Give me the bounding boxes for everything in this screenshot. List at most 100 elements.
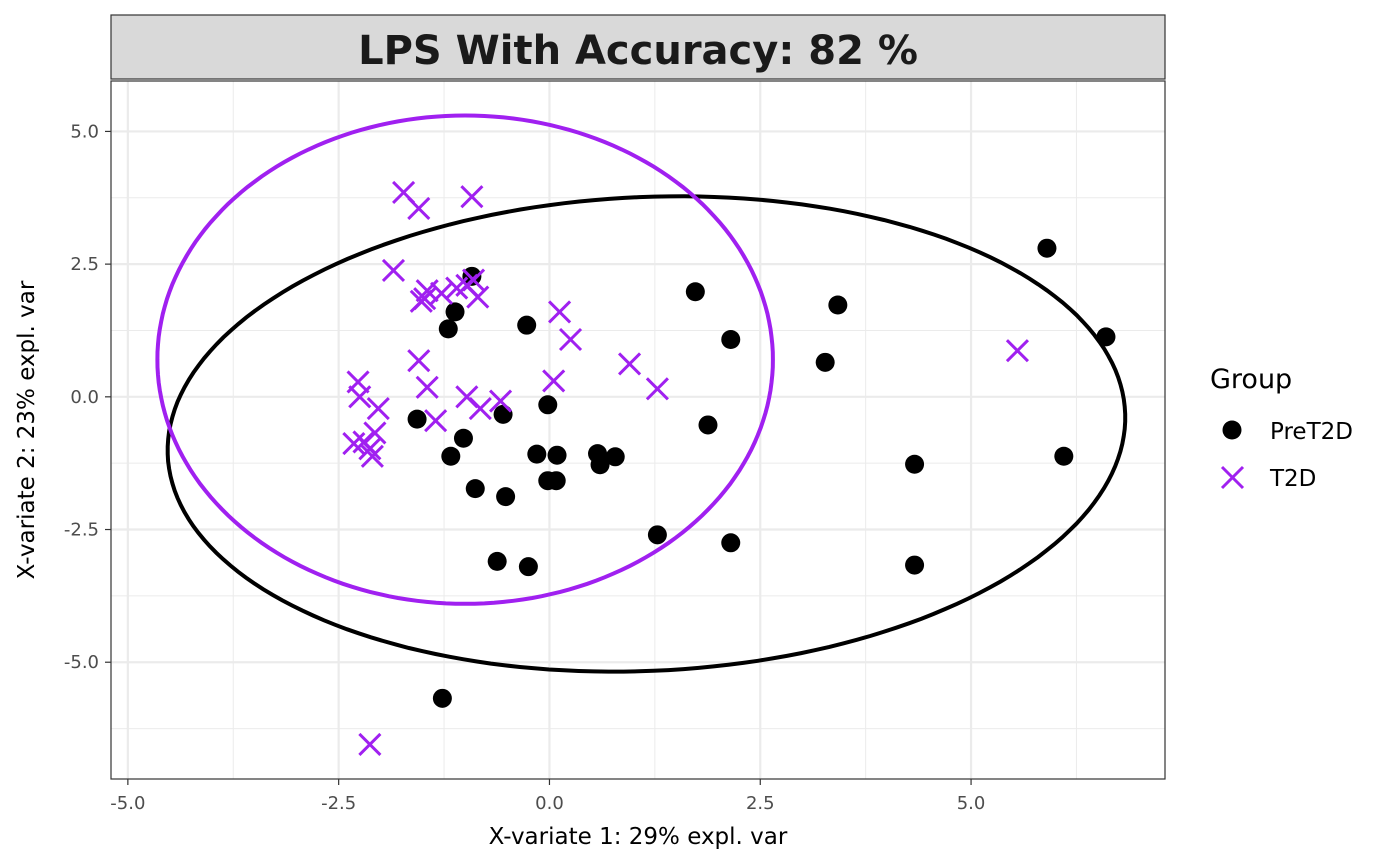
legend-label-pret2d: PreT2D <box>1270 419 1353 445</box>
point-t2d <box>407 196 431 220</box>
point-pret2d <box>493 404 513 424</box>
point-pret2d <box>547 445 567 465</box>
x-marker-stroke <box>342 431 366 456</box>
y-axis: 5.0 2.5 0.0 -2.5 -5.0 <box>64 121 111 673</box>
point-t2d <box>407 349 431 373</box>
point-pret2d <box>590 455 610 475</box>
x-marker-stroke <box>468 396 492 421</box>
point-t2d <box>460 185 484 209</box>
x-tick-label: 5.0 <box>957 793 986 814</box>
y-tick-label: 5.0 <box>70 121 99 142</box>
point-t2d <box>618 352 642 376</box>
x-marker-stroke <box>358 437 382 461</box>
x-tick-label: 0.0 <box>535 793 564 814</box>
chart-title: LPS With Accuracy: 82 % <box>358 28 918 74</box>
x-marker-stroke <box>466 285 490 309</box>
y-tick-label: 0.0 <box>70 387 99 408</box>
point-pret2d <box>407 409 427 429</box>
legend-label-t2d: T2D <box>1269 466 1316 492</box>
x-marker-stroke <box>558 327 583 352</box>
point-pret2d <box>438 319 458 339</box>
data-points <box>342 180 1116 757</box>
x-marker-stroke <box>392 180 416 205</box>
x-marker-stroke <box>360 444 384 468</box>
x-marker-stroke <box>381 258 406 283</box>
point-pret2d <box>517 315 537 335</box>
point-t2d <box>358 732 382 757</box>
point-pret2d <box>546 471 566 491</box>
x-marker-stroke <box>348 385 372 409</box>
point-t2d <box>558 327 583 352</box>
point-t2d <box>488 389 513 413</box>
point-t2d <box>1005 339 1030 363</box>
point-pret2d <box>527 444 547 464</box>
confidence-ellipses <box>155 113 1128 674</box>
point-t2d <box>548 300 572 324</box>
point-pret2d <box>1037 238 1057 258</box>
point-pret2d <box>605 447 625 467</box>
x-marker-stroke <box>415 375 439 399</box>
point-t2d <box>342 431 366 456</box>
x-marker-stroke <box>409 289 433 313</box>
point-t2d <box>415 279 439 303</box>
x-marker-stroke <box>407 196 431 220</box>
point-t2d <box>409 289 433 313</box>
point-pret2d <box>518 557 538 577</box>
x-marker-stroke <box>424 409 448 433</box>
point-t2d <box>366 396 390 421</box>
point-pret2d <box>441 446 461 466</box>
point-t2d <box>645 377 669 401</box>
plot-panel <box>111 81 1165 779</box>
x-marker-stroke <box>366 396 390 421</box>
y-tick-label: -2.5 <box>64 520 99 541</box>
point-pret2d <box>905 555 925 575</box>
x-axis-title: X-variate 1: 29% expl. var <box>489 824 788 850</box>
point-pret2d <box>453 428 473 448</box>
point-pret2d <box>721 329 741 349</box>
point-pret2d <box>815 352 835 372</box>
legend-title: Group <box>1210 364 1292 395</box>
point-t2d <box>424 409 448 433</box>
ellipse-pret2d <box>165 194 1128 674</box>
y-axis-title: X-variate 2: 23% expl. var <box>14 280 40 579</box>
point-t2d <box>542 369 566 393</box>
point-t2d <box>462 268 486 292</box>
legend-key-t2d <box>1220 465 1245 490</box>
point-pret2d <box>905 454 925 474</box>
x-marker-stroke <box>542 369 566 393</box>
point-t2d <box>358 437 382 461</box>
x-marker-stroke <box>415 279 439 303</box>
y-tick-label: 2.5 <box>70 254 99 275</box>
x-marker-stroke <box>455 385 479 409</box>
x-marker-stroke <box>460 185 484 209</box>
x-axis: -5.0 -2.5 0.0 2.5 5.0 <box>110 779 985 814</box>
x-marker-stroke <box>548 300 572 324</box>
point-pret2d <box>647 525 667 545</box>
point-t2d <box>429 281 454 305</box>
point-t2d <box>468 396 492 421</box>
point-t2d <box>381 258 406 283</box>
point-t2d <box>466 285 490 309</box>
legend: Group PreT2D T2D <box>1210 364 1353 492</box>
point-pret2d <box>1054 446 1074 466</box>
point-pret2d <box>698 415 718 435</box>
x-marker-stroke <box>645 377 669 401</box>
x-marker-stroke <box>407 349 431 373</box>
x-marker-stroke <box>488 389 513 413</box>
x-tick-label: -2.5 <box>321 793 356 814</box>
point-pret2d <box>465 479 485 499</box>
point-t2d <box>348 385 372 409</box>
ellipse-t2d <box>155 113 775 606</box>
x-marker-stroke <box>358 732 382 757</box>
x-marker-stroke <box>618 352 642 376</box>
point-t2d <box>360 444 384 468</box>
point-t2d <box>415 375 439 399</box>
title-strip <box>110 14 1166 80</box>
point-pret2d <box>487 551 507 571</box>
y-tick-label: -5.0 <box>64 652 99 673</box>
point-pret2d <box>496 487 516 507</box>
point-pret2d <box>721 533 741 553</box>
point-pret2d <box>538 395 558 415</box>
point-pret2d <box>828 295 848 315</box>
